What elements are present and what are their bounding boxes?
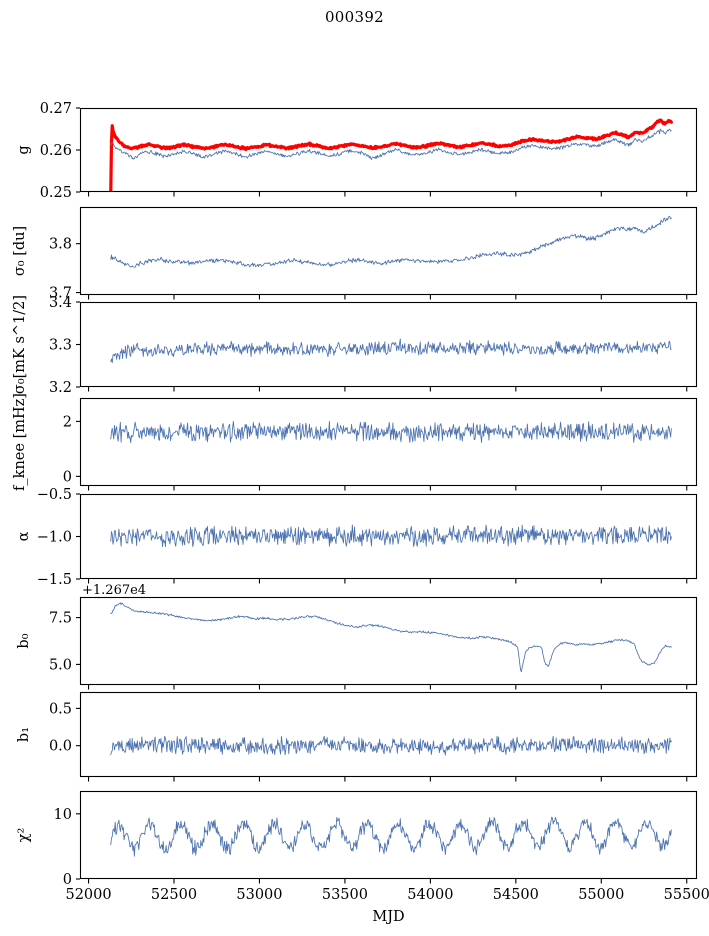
- series-sigma0-mk: [110, 338, 672, 364]
- axes-frame: [79, 206, 698, 296]
- axes-frame: [79, 301, 698, 388]
- y-ticklabel: −1.5: [37, 572, 72, 588]
- axes-frame: [79, 397, 698, 487]
- y-ticklabel: 0: [63, 872, 72, 888]
- y-ticklabel: 10: [54, 807, 72, 823]
- x-ticklabel: 55500: [664, 887, 709, 903]
- series-chi2: [110, 816, 672, 857]
- y-axis-label: χ²: [16, 828, 32, 843]
- axes-frame: [79, 790, 698, 880]
- panel-sigma0-mk: 3.2 3.3 3.4 σ₀[mK s^1/2]: [12, 295, 698, 396]
- y-ticklabel: 0.25: [40, 185, 72, 201]
- series-g-upper-red: [109, 118, 673, 192]
- y-ticklabel: −0.5: [37, 487, 72, 503]
- x-ticklabel: 53500: [322, 887, 368, 903]
- y-ticklabel: −1.0: [37, 530, 72, 546]
- x-ticklabel: 54000: [407, 887, 453, 903]
- x-ticklabel: 52500: [151, 887, 197, 903]
- y-axis-label: σ₀ [du]: [12, 226, 28, 276]
- series-b1: [110, 735, 672, 756]
- x-ticklabel: 55000: [578, 887, 624, 903]
- y-axis-label: σ₀[mK s^1/2]: [12, 295, 28, 394]
- axes-frame: [79, 493, 698, 580]
- x-ticklabel: 52000: [65, 887, 111, 903]
- y-axis-label: g: [16, 145, 32, 154]
- y-ticklabel: 0.26: [40, 143, 72, 159]
- series-fknee: [110, 420, 672, 444]
- x-ticklabel: 54500: [493, 887, 539, 903]
- panel-b0: 5.0 7.5 b₀ +1.267e4: [16, 583, 698, 690]
- axes-frame: [79, 596, 698, 686]
- y-axis-label: b₀: [16, 633, 32, 648]
- x-axis-label: MJD: [372, 909, 404, 925]
- y-axis-label: b₁: [16, 727, 32, 742]
- y-ticklabel: 7.5: [49, 611, 72, 627]
- y-axis-label: f_knee [mHz]: [12, 393, 28, 491]
- series-sigma0-du: [110, 215, 672, 268]
- panel-fknee: 0 2 f_knee [mHz]: [12, 393, 698, 491]
- x-ticklabel: 53000: [236, 887, 282, 903]
- panel-g: 0.25 0.26 0.27 g: [16, 101, 698, 201]
- y-ticklabel: 3.8: [49, 237, 72, 253]
- axes-frame: [79, 691, 698, 778]
- y-ticklabel: 0.27: [40, 101, 72, 117]
- y-ticklabel: 5.0: [49, 657, 72, 673]
- y-ticklabel: 2: [63, 414, 72, 430]
- panel-sigma0-du: 3.7 3.8 σ₀ [du]: [12, 206, 698, 302]
- panel-chi2: 0 10 χ²: [16, 790, 698, 888]
- panel-alpha: −1.5 −1.0 −0.5 α: [16, 487, 698, 588]
- series-alpha: [110, 524, 672, 548]
- y-ticklabel: 0.5: [49, 701, 72, 717]
- panel-b1: 0.0 0.5 b₁: [16, 691, 698, 782]
- axes-frame: [79, 107, 698, 193]
- axis-offset-text: +1.267e4: [82, 583, 146, 598]
- y-ticklabel: 0: [63, 469, 72, 485]
- y-axis-label: α: [16, 531, 32, 541]
- y-ticklabel: 3.4: [49, 295, 72, 311]
- series-g-lower-blue: [110, 128, 672, 160]
- series-b0: [110, 602, 672, 673]
- y-ticklabel: 0.0: [49, 739, 72, 755]
- x-axis: 52000 52500 53000 53500 54000 54500 55000 55500…: [65, 887, 709, 925]
- y-ticklabel: 3.7: [49, 286, 72, 302]
- y-ticklabel: 3.2: [49, 380, 72, 396]
- figure-title: 000392: [324, 8, 385, 26]
- y-ticklabel: 3.3: [49, 338, 72, 354]
